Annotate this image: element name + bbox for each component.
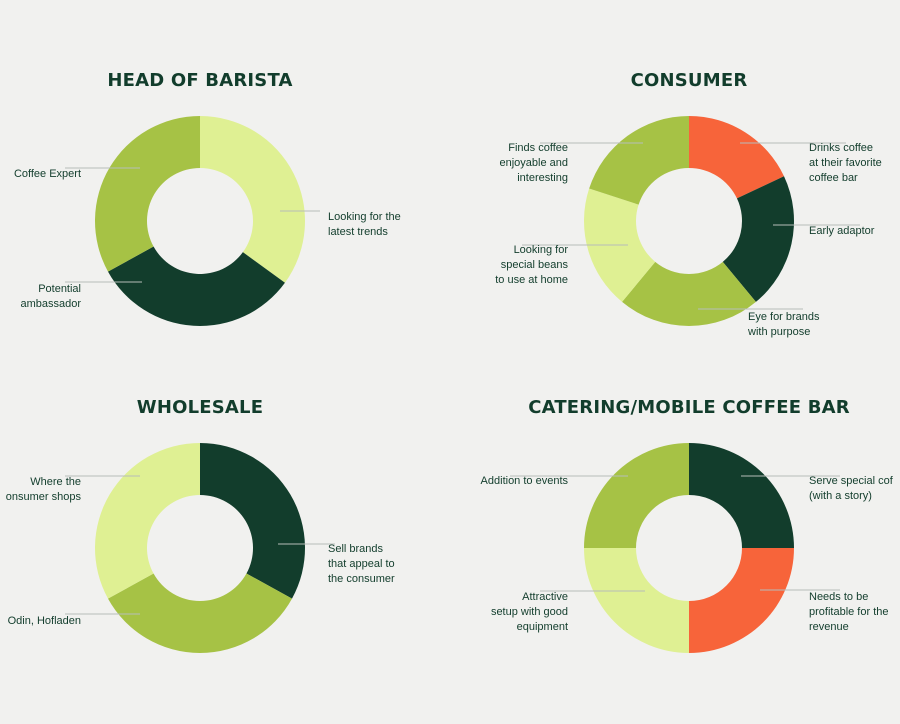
slice-label-consumer: Eye for brands with purpose [748, 311, 820, 338]
slice-consumer-eye-for-brands-with-purpose [622, 261, 756, 327]
chart-title-catering: CATERING/MOBILE COFFEE BAR [528, 397, 850, 418]
chart-title-consumer: CONSUMER [630, 70, 748, 91]
slice-label-head-of-barista: Looking for the latest trends [328, 211, 401, 238]
slice-head-of-barista-potential-ambassador [107, 246, 285, 327]
slice-label-catering: Serve special cof (with a story) [809, 475, 893, 502]
slice-label-wholesale: Where the onsumer shops [5, 476, 81, 503]
slice-wholesale-odin-hofladen [107, 573, 293, 654]
donut-catering [510, 443, 840, 653]
slice-label-wholesale: Sell brands that appeal to the consumer [328, 543, 395, 585]
slice-head-of-barista-coffee-expert [94, 116, 200, 272]
slice-catering-addition-to-events [584, 443, 689, 548]
slice-wholesale-where-the-onsumer-shops [94, 443, 200, 599]
slice-label-consumer: Looking for special beans to use at home [495, 244, 568, 286]
slice-label-head-of-barista: Potential ambassador [20, 283, 81, 310]
donut-consumer [522, 116, 860, 327]
slice-catering-attractive-setup-with-good-equipment [584, 548, 689, 653]
slice-label-catering: Addition to events [480, 475, 568, 487]
slice-consumer-finds-coffee-enjoyable-and-interesting [589, 116, 689, 205]
slice-label-consumer: Drinks coffee at their favorite coffee b… [809, 142, 882, 184]
slice-label-catering: Attractive setup with good equipment [490, 591, 568, 633]
slice-consumer-drinks-coffee-at-their-favorite-coffee-bar [689, 116, 785, 199]
slice-wholesale-sell-brands-that-appeal-to-the-consumer [200, 443, 306, 599]
slice-label-wholesale: Odin, Hofladen [7, 615, 81, 627]
donut-wholesale [65, 443, 335, 654]
donut-head-of-barista [65, 116, 320, 327]
slice-label-consumer: Early adaptor [809, 225, 875, 237]
slice-label-consumer: Finds coffee enjoyable and interesting [499, 142, 568, 184]
slice-label-head-of-barista: Coffee Expert [13, 168, 81, 180]
slice-catering-needs-to-be-profitable-for-the-revenue [689, 548, 794, 653]
slice-catering-serve-special-cof-with-a-story [689, 443, 794, 548]
chart-title-head-of-barista: HEAD OF BARISTA [107, 70, 293, 91]
slice-head-of-barista-looking-for-the-latest-trends [200, 116, 305, 283]
slice-consumer-early-adaptor [722, 176, 795, 302]
slice-label-catering: Needs to be profitable for the revenue [809, 591, 889, 633]
chart-title-wholesale: WHOLESALE [136, 397, 264, 418]
